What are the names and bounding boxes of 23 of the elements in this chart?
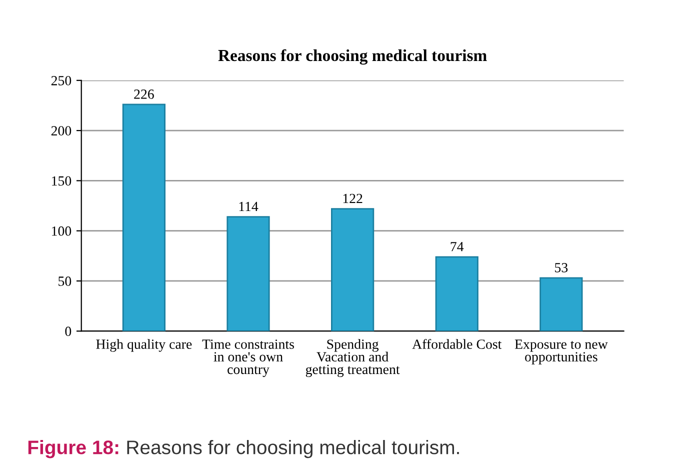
data-label: 122 xyxy=(343,194,362,204)
chart-title: Reasons for choosing medical tourism xyxy=(218,49,487,65)
x-tick-label: High quality care xyxy=(96,339,192,352)
y-tick-label: 100 xyxy=(52,226,72,236)
data-label: 74 xyxy=(450,242,464,252)
bar xyxy=(540,277,583,332)
data-label: 226 xyxy=(134,90,154,99)
y-tick-label: 150 xyxy=(52,176,72,186)
y-tick-label: 200 xyxy=(51,126,72,136)
y-tick-label: 250 xyxy=(51,76,72,86)
caption: Figure 18: Reasons for choosing medical tourism. xyxy=(28,440,459,458)
bar xyxy=(122,104,166,332)
data-label: 53 xyxy=(555,263,568,272)
y-tick-label: 0 xyxy=(65,326,72,336)
x-tick-label: Affordable Cost xyxy=(412,338,502,349)
bar xyxy=(435,256,478,332)
data-label: 114 xyxy=(239,202,258,212)
x-tick-label: Exposure to new opportunities xyxy=(514,340,608,364)
bar xyxy=(226,216,270,332)
x-tick-label: Spending Vacation and getting treatment xyxy=(306,339,400,377)
bar xyxy=(331,208,374,332)
x-tick-label: Time constraints in one's own country xyxy=(202,340,294,377)
y-tick-label: 50 xyxy=(58,276,72,286)
